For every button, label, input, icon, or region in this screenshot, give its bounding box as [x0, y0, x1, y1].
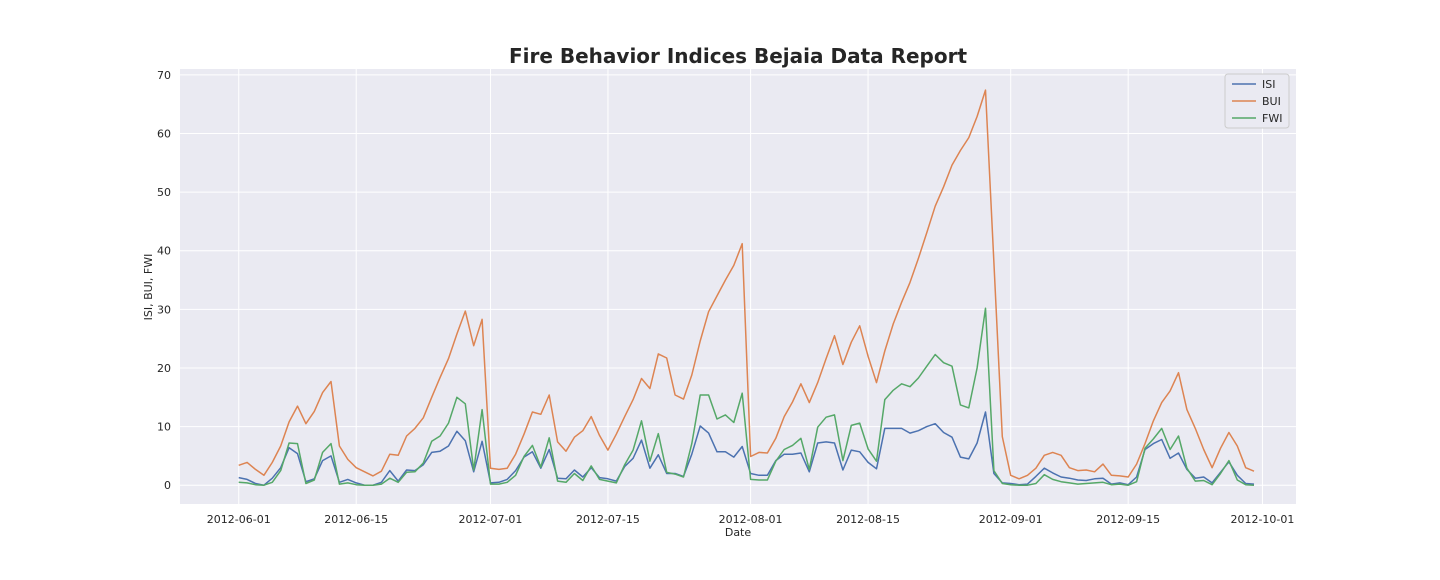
- x-tick-label: 2012-08-01: [719, 513, 783, 526]
- y-tick-label: 30: [157, 303, 171, 316]
- series-line-fwi: [238, 307, 1255, 486]
- plot-background: [180, 69, 1296, 504]
- legend-box: [1224, 73, 1290, 129]
- y-tick-label: 20: [157, 362, 171, 375]
- x-tick-label: 2012-06-01: [207, 513, 271, 526]
- x-axis-label: Date: [725, 526, 752, 539]
- x-tick-label: 2012-09-15: [1096, 513, 1160, 526]
- y-tick-label: 50: [157, 186, 171, 199]
- series-lines: [238, 89, 1255, 486]
- x-tick-label: 2012-07-01: [458, 513, 522, 526]
- y-tick-label: 10: [157, 421, 171, 434]
- series-line-bui: [238, 89, 1255, 480]
- x-tick-label: 2012-06-15: [324, 513, 388, 526]
- legend-label-fwi: FWI: [1262, 112, 1282, 125]
- y-tick-label: 40: [157, 245, 171, 258]
- x-tick-label: 2012-09-01: [979, 513, 1043, 526]
- y-tick-label: 0: [164, 479, 171, 492]
- series-line-isi: [238, 411, 1255, 486]
- x-tick-label: 2012-08-15: [836, 513, 900, 526]
- y-axis-ticks: 0 10 20 30 40 50 60 70: [157, 69, 171, 492]
- legend: ISI BUI FWI: [1224, 73, 1290, 129]
- legend-label-isi: ISI: [1262, 78, 1275, 91]
- x-axis-ticks: 2012-06-01 2012-06-15 2012-07-01 2012-07-15…: [207, 513, 1295, 526]
- chart-title: Fire Behavior Indices Bejaia Data Report: [509, 44, 968, 68]
- y-tick-label: 60: [157, 127, 171, 140]
- legend-label-bui: BUI: [1262, 95, 1281, 108]
- y-tick-label: 70: [157, 69, 171, 82]
- x-tick-label: 2012-10-01: [1230, 513, 1294, 526]
- y-axis-label: ISI, BUI, FWI: [142, 254, 155, 321]
- x-tick-label: 2012-07-15: [576, 513, 640, 526]
- grid-lines: [180, 69, 1296, 504]
